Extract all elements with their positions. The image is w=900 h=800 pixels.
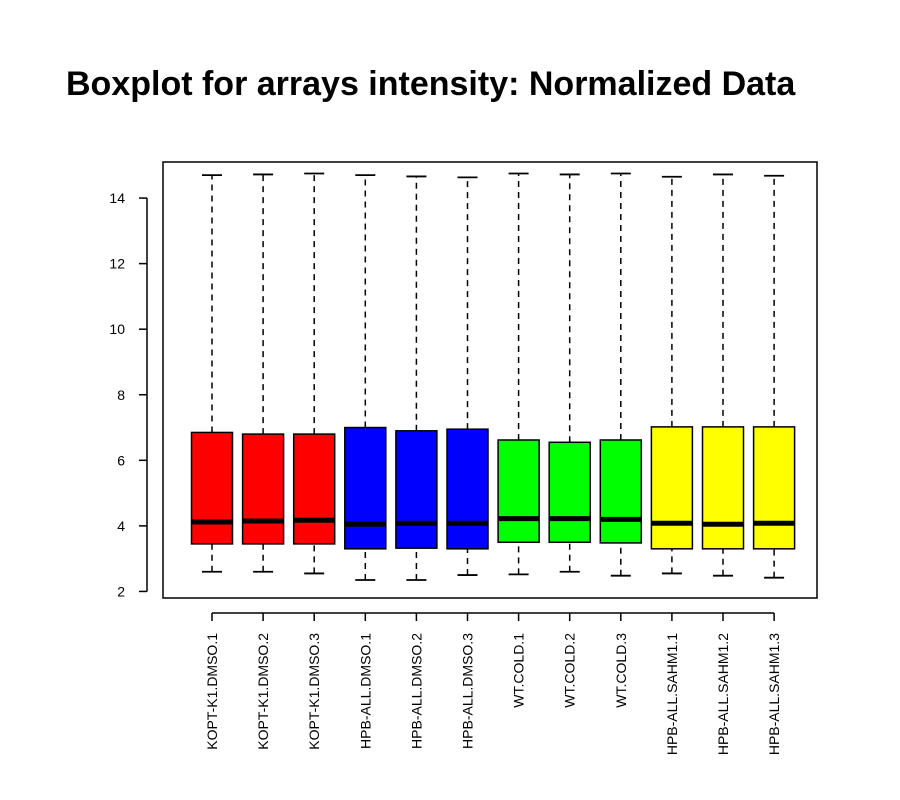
x-tick-label: WT.COLD.1 <box>511 633 527 708</box>
boxes-group <box>190 172 796 581</box>
box-hpb-all-sahm1-2 <box>701 173 745 577</box>
x-tick-label: HPB-ALL.DMSO.1 <box>357 633 373 749</box>
x-tick-label: HPB-ALL.DMSO.3 <box>460 633 476 749</box>
box-hpb-all-dmso-3 <box>446 176 489 576</box>
box-wt-cold-1 <box>497 172 540 576</box>
box-iqr <box>599 439 643 544</box>
box-iqr <box>395 430 438 549</box>
x-tick-label: HPB-ALL.SAHM1.1 <box>664 633 680 755</box>
box-wt-cold-2 <box>548 173 591 573</box>
box-iqr <box>701 426 745 550</box>
plot-frame <box>162 161 818 599</box>
x-tick-label: WT.COLD.2 <box>562 633 578 708</box>
x-axis: KOPT-K1.DMSO.1 KOPT-K1.DMSO.2 KOPT-K1.DMSO… <box>204 612 782 755</box>
chart-title: Boxplot for arrays intensity: Normalized… <box>66 65 796 103</box>
box-kopt-k1-dmso-2 <box>241 173 285 573</box>
y-tick-label: 8 <box>117 387 125 403</box>
y-axis: 2 4 6 8 10 12 14 <box>109 190 148 599</box>
box-iqr <box>446 428 489 550</box>
y-tick-label: 6 <box>117 452 125 468</box>
y-tick-label: 12 <box>109 256 125 272</box>
box-iqr <box>752 426 796 550</box>
box-iqr <box>190 431 234 545</box>
y-tick-label: 14 <box>109 190 125 206</box>
box-iqr <box>497 439 540 544</box>
y-tick-label: 4 <box>117 518 125 534</box>
box-kopt-k1-dmso-1 <box>190 174 234 573</box>
box-hpb-all-dmso-1 <box>344 174 387 581</box>
x-tick-label: WT.COLD.3 <box>613 633 629 708</box>
x-tick-label: KOPT-K1.DMSO.3 <box>306 633 322 750</box>
box-iqr <box>548 441 591 544</box>
x-tick-label: HPB-ALL.DMSO.2 <box>408 633 424 749</box>
x-tick-label: HPB-ALL.SAHM1.3 <box>766 633 782 755</box>
box-iqr <box>650 426 694 550</box>
box-iqr <box>344 426 387 550</box>
box-hpb-all-sahm1-1 <box>650 175 694 575</box>
box-wt-cold-3 <box>599 172 643 577</box>
x-tick-label: HPB-ALL.SAHM1.2 <box>715 633 731 755</box>
box-iqr <box>241 433 285 545</box>
x-tick-label: KOPT-K1.DMSO.1 <box>204 633 220 750</box>
y-tick-label: 2 <box>117 583 125 599</box>
box-kopt-k1-dmso-3 <box>292 172 336 575</box>
y-tick-label: 10 <box>109 321 125 337</box>
x-tick-label: KOPT-K1.DMSO.2 <box>255 633 271 750</box>
box-hpb-all-sahm1-3 <box>752 174 796 579</box>
box-hpb-all-dmso-2 <box>395 175 438 581</box>
box-iqr <box>292 433 336 545</box>
